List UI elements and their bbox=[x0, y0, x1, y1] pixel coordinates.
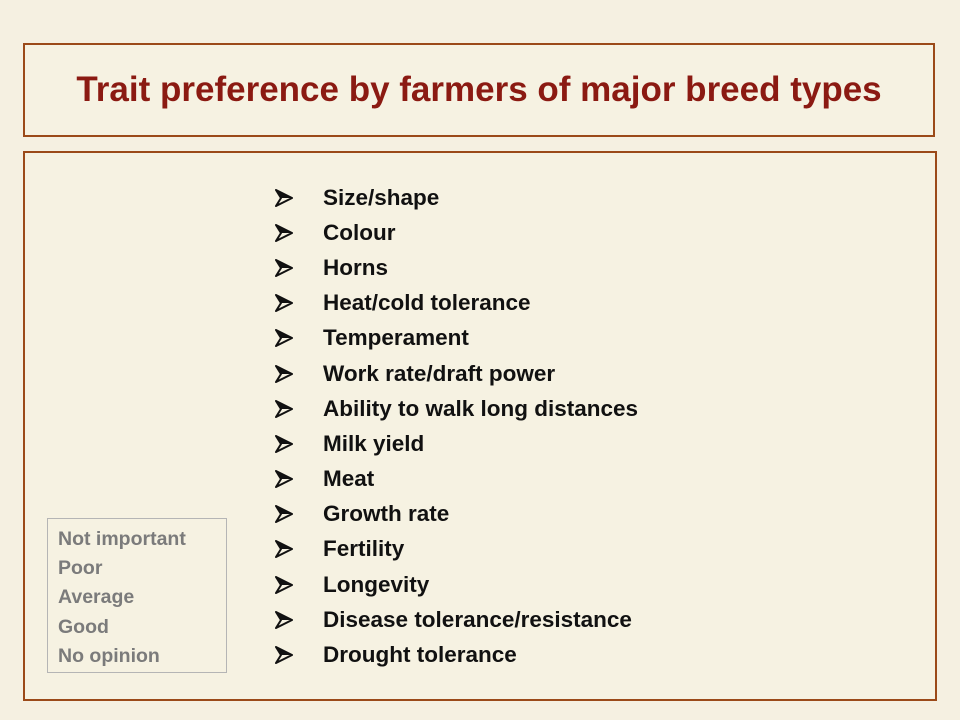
trait-label: Drought tolerance bbox=[323, 642, 517, 668]
arrowhead-bullet-icon bbox=[275, 575, 323, 594]
trait-item: Disease tolerance/resistance bbox=[275, 602, 638, 637]
arrowhead-bullet-icon bbox=[275, 540, 323, 559]
content-panel: Size/shape Colour Horns Heat/cold tolerance… bbox=[23, 151, 937, 701]
legend-item: Average bbox=[58, 586, 135, 609]
arrowhead-bullet-icon bbox=[275, 188, 323, 207]
trait-label: Colour bbox=[323, 219, 396, 245]
trait-label: Longevity bbox=[323, 571, 430, 597]
trait-item: Drought tolerance bbox=[275, 637, 638, 672]
trait-item: Meat bbox=[275, 462, 638, 497]
arrowhead-bullet-icon bbox=[275, 505, 323, 524]
trait-item: Colour bbox=[275, 215, 638, 250]
trait-label: Ability to walk long distances bbox=[323, 395, 639, 421]
slide-title: Trait preference by farmers of major bre… bbox=[76, 70, 882, 109]
trait-item: Work rate/draft power bbox=[275, 356, 638, 391]
trait-list: Size/shape Colour Horns Heat/cold tolerance… bbox=[275, 180, 638, 673]
trait-item: Milk yield bbox=[275, 426, 638, 461]
trait-label: Horns bbox=[323, 254, 389, 280]
arrowhead-bullet-icon bbox=[275, 646, 323, 665]
legend-item: Not important bbox=[58, 528, 186, 550]
title-panel: Trait preference by farmers of major bre… bbox=[23, 43, 935, 137]
trait-item: Fertility bbox=[275, 532, 638, 567]
legend-item: Good bbox=[58, 615, 109, 638]
trait-label: Meat bbox=[323, 466, 375, 492]
trait-item: Ability to walk long distances bbox=[275, 391, 638, 426]
trait-item: Size/shape bbox=[275, 180, 638, 215]
arrowhead-bullet-icon bbox=[275, 258, 323, 277]
trait-item: Longevity bbox=[275, 567, 638, 602]
arrowhead-bullet-icon bbox=[275, 470, 323, 489]
arrowhead-bullet-icon bbox=[275, 364, 323, 383]
arrowhead-bullet-icon bbox=[275, 223, 323, 242]
arrowhead-bullet-icon bbox=[275, 434, 323, 453]
arrowhead-bullet-icon bbox=[275, 610, 323, 629]
trait-label: Temperament bbox=[323, 325, 469, 351]
trait-label: Work rate/draft power bbox=[323, 360, 556, 386]
trait-label: Milk yield bbox=[323, 430, 425, 456]
arrowhead-bullet-icon bbox=[275, 329, 323, 348]
trait-item: Growth rate bbox=[275, 497, 638, 532]
trait-label: Fertility bbox=[323, 536, 405, 562]
trait-item: Heat/cold tolerance bbox=[275, 286, 638, 321]
trait-label: Heat/cold tolerance bbox=[323, 290, 531, 316]
trait-label: Disease tolerance/resistance bbox=[323, 606, 632, 632]
rating-legend: Not important Poor Average Good No opinion bbox=[47, 518, 227, 673]
legend-item: Poor bbox=[58, 557, 103, 580]
trait-item: Temperament bbox=[275, 321, 638, 356]
trait-label: Growth rate bbox=[323, 501, 450, 527]
arrowhead-bullet-icon bbox=[275, 399, 323, 418]
legend-item: No opinion bbox=[58, 644, 160, 667]
trait-item: Horns bbox=[275, 250, 638, 285]
arrowhead-bullet-icon bbox=[275, 294, 323, 313]
trait-label: Size/shape bbox=[323, 184, 440, 210]
